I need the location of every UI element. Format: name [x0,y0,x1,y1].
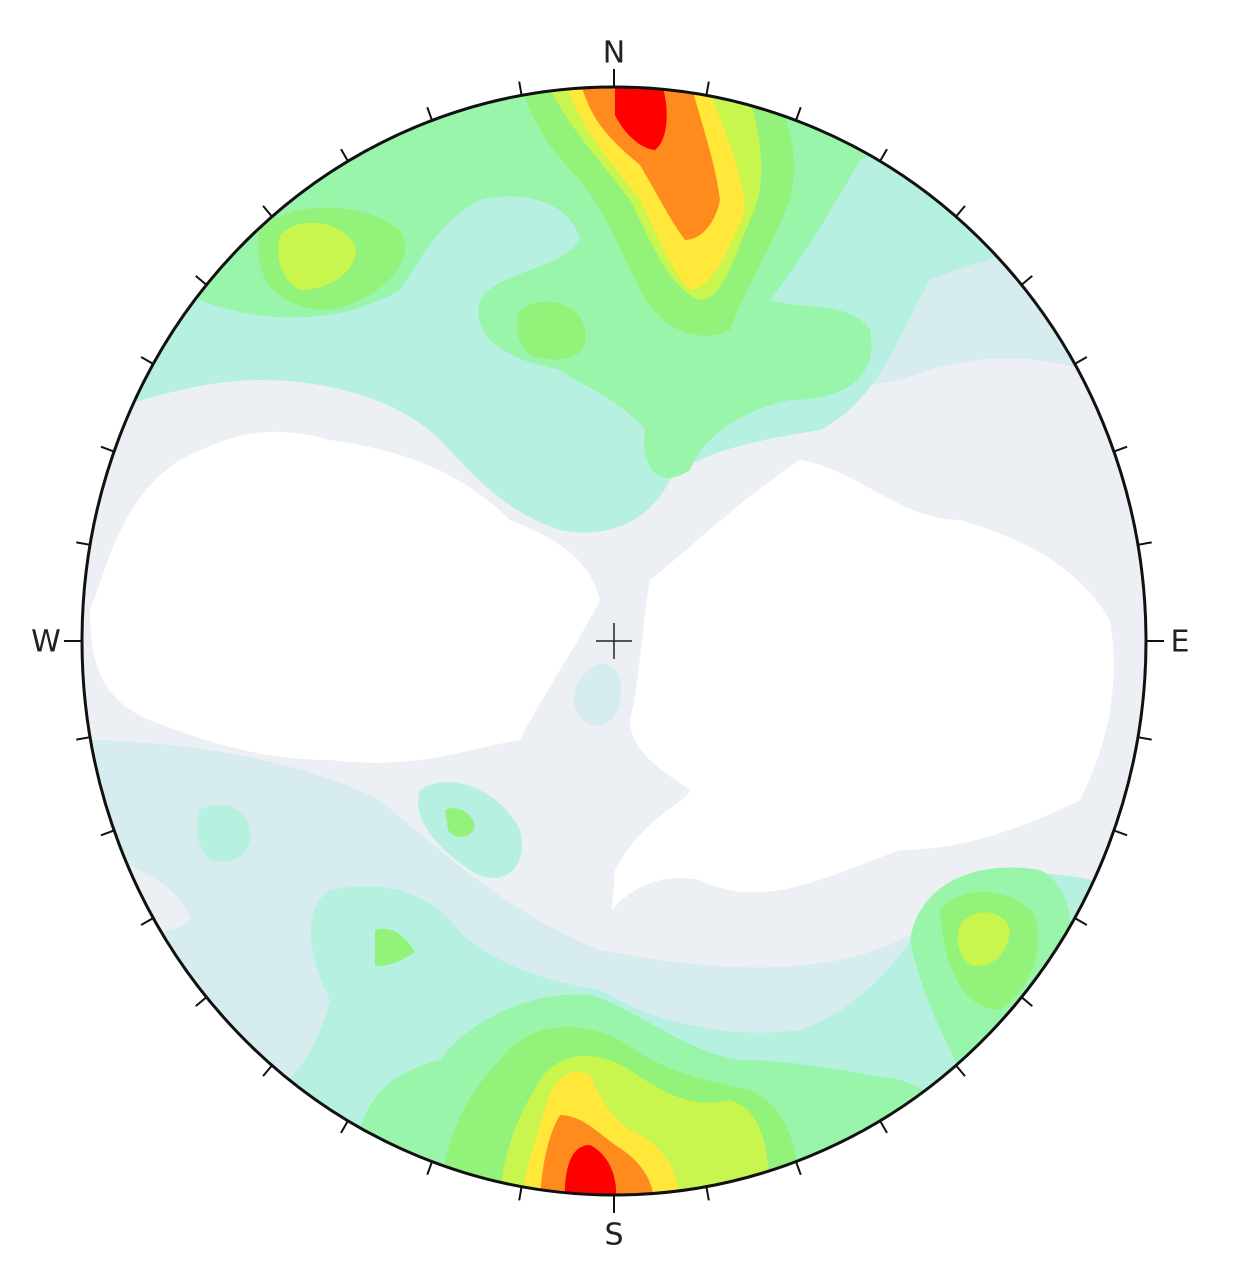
tick [100,829,115,837]
tick [1113,445,1128,453]
tick [705,81,710,96]
east-label: E [1171,625,1190,660]
tick [262,1064,273,1077]
tick [518,1186,523,1201]
contours [82,87,1146,1195]
tick [1137,736,1152,741]
tick [1113,829,1128,837]
contour-white [612,460,1114,910]
tick [1020,275,1033,286]
north-label: N [603,36,625,71]
tick [426,106,433,121]
tick [518,81,523,96]
west-label: W [31,625,61,660]
tick [340,148,349,162]
tick [879,148,888,162]
contour-yellow-green [957,912,1010,966]
tick [955,1064,966,1077]
tick [195,996,208,1007]
tick [76,736,91,741]
tick [795,1161,802,1176]
tick [1074,356,1088,365]
tick [340,1120,349,1134]
tick [955,205,966,218]
contour-green [445,808,475,837]
contour-pale-green [82,87,1146,478]
tick [879,1120,888,1134]
tick-ring [64,69,1164,1213]
contour-white [90,431,600,763]
contour-blue [573,663,621,726]
tick [195,275,208,286]
tick [795,106,802,121]
tick [76,541,91,546]
contour-mint [197,805,251,862]
contour-red [615,87,667,150]
tick [426,1161,433,1176]
tick [705,1186,710,1201]
tick [1074,917,1088,926]
tick [100,445,115,453]
tick [1020,996,1033,1007]
tick [1137,541,1152,546]
tick [262,205,273,218]
contour-orange [580,87,720,240]
contour-green [375,928,415,966]
contour-yellow-green [278,222,356,290]
tick [140,917,154,926]
tick [140,356,154,365]
contour-green [517,301,586,360]
south-label: S [604,1218,623,1253]
